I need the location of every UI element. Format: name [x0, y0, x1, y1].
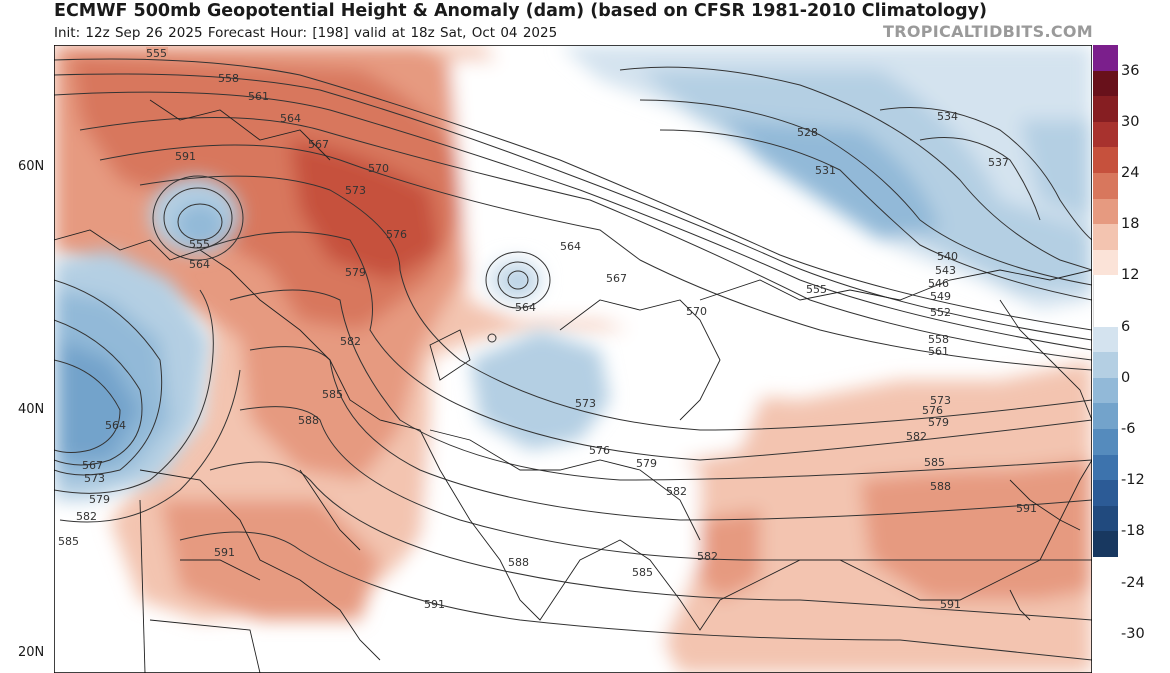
- svg-text:576: 576: [386, 228, 407, 241]
- svg-text:564: 564: [560, 240, 581, 253]
- svg-text:564: 564: [189, 258, 210, 271]
- anomaly-shading: [54, 45, 1092, 673]
- colorbar-label: -24: [1121, 575, 1145, 591]
- colorbar-segment: [1093, 429, 1118, 456]
- colorbar-segment: [1093, 249, 1118, 276]
- svg-text:531: 531: [815, 164, 836, 177]
- colorbar-label: -12: [1121, 472, 1145, 488]
- height-contours: [54, 58, 1092, 661]
- colorbar-segment: [1093, 480, 1118, 507]
- colorbar-segment: [1093, 454, 1118, 481]
- svg-text:591: 591: [424, 598, 445, 611]
- svg-text:552: 552: [930, 306, 951, 319]
- svg-text:591: 591: [214, 546, 235, 559]
- colorbar-label: 36: [1121, 63, 1140, 79]
- svg-text:585: 585: [58, 535, 79, 548]
- svg-text:588: 588: [930, 480, 951, 493]
- svg-text:564: 564: [105, 419, 126, 432]
- contour-labels: 555 558 561 564 567 570 573 576 579 582 …: [58, 47, 1037, 611]
- svg-text:588: 588: [298, 414, 319, 427]
- colorbar-segment: [1093, 505, 1118, 532]
- svg-text:582: 582: [666, 485, 687, 498]
- svg-text:549: 549: [930, 290, 951, 303]
- colorbar-label: 24: [1121, 165, 1140, 181]
- colorbar-label: 18: [1121, 216, 1140, 232]
- svg-text:555: 555: [189, 238, 210, 251]
- svg-text:567: 567: [308, 138, 329, 151]
- svg-text:573: 573: [575, 397, 596, 410]
- svg-text:567: 567: [82, 459, 103, 472]
- svg-text:564: 564: [280, 112, 301, 125]
- svg-text:585: 585: [322, 388, 343, 401]
- svg-text:567: 567: [606, 272, 627, 285]
- svg-text:582: 582: [340, 335, 361, 348]
- colorbar-label: -18: [1121, 523, 1145, 539]
- svg-text:588: 588: [508, 556, 529, 569]
- colorbar-segment: [1093, 45, 1118, 72]
- svg-text:579: 579: [345, 266, 366, 279]
- svg-text:579: 579: [928, 416, 949, 429]
- colorbar-segment: [1093, 147, 1118, 174]
- svg-text:582: 582: [906, 430, 927, 443]
- colorbar-label: 0: [1121, 370, 1131, 386]
- lat-label-20n: 20N: [18, 645, 45, 660]
- svg-text:573: 573: [84, 472, 105, 485]
- svg-text:555: 555: [806, 283, 827, 296]
- map-title: ECMWF 500mb Geopotential Height & Anomal…: [54, 1, 988, 21]
- svg-text:573: 573: [930, 394, 951, 407]
- lat-label-40n: 40N: [18, 402, 45, 417]
- svg-text:573: 573: [345, 184, 366, 197]
- svg-text:582: 582: [76, 510, 97, 523]
- colorbar-segment: [1093, 275, 1118, 302]
- svg-text:546: 546: [928, 277, 949, 290]
- height-anomaly-map: 555 558 561 564 567 570 573 576 579 582 …: [54, 45, 1092, 673]
- svg-text:564: 564: [515, 301, 536, 314]
- svg-text:591: 591: [940, 598, 961, 611]
- lat-label-60n: 60N: [18, 159, 45, 174]
- colorbar-segment: [1093, 121, 1118, 148]
- colorbar-label: -30: [1121, 626, 1145, 642]
- colorbar-segment: [1093, 224, 1118, 251]
- watermark: TROPICALTIDBITS.COM: [883, 22, 1093, 41]
- colorbar-segment: [1093, 377, 1118, 404]
- colorbar-segment: [1093, 173, 1118, 200]
- svg-text:591: 591: [1016, 502, 1037, 515]
- svg-text:534: 534: [937, 110, 958, 123]
- map-subtitle: Init: 12z Sep 26 2025 Forecast Hour: [19…: [54, 25, 558, 41]
- colorbar-segment: [1093, 352, 1118, 379]
- svg-text:576: 576: [922, 404, 943, 417]
- svg-text:558: 558: [928, 333, 949, 346]
- colorbar-label: 12: [1121, 267, 1140, 283]
- svg-text:561: 561: [928, 345, 949, 358]
- colorbar-label: -6: [1121, 421, 1136, 437]
- colorbar-segment: [1093, 531, 1118, 558]
- svg-text:543: 543: [935, 264, 956, 277]
- svg-text:540: 540: [937, 250, 958, 263]
- svg-text:582: 582: [697, 550, 718, 563]
- svg-text:576: 576: [589, 444, 610, 457]
- svg-text:555: 555: [146, 47, 167, 60]
- colorbar-segment: [1093, 403, 1118, 430]
- svg-text:558: 558: [218, 72, 239, 85]
- svg-text:591: 591: [175, 150, 196, 163]
- colorbar-segment: [1093, 326, 1118, 353]
- colorbar-label: 30: [1121, 114, 1140, 130]
- anomaly-colorbar: [1093, 45, 1118, 673]
- colorbar-segment: [1093, 301, 1118, 328]
- svg-text:585: 585: [632, 566, 653, 579]
- svg-text:579: 579: [89, 493, 110, 506]
- svg-text:585: 585: [924, 456, 945, 469]
- svg-text:528: 528: [797, 126, 818, 139]
- svg-text:579: 579: [636, 457, 657, 470]
- colorbar-segment: [1093, 198, 1118, 225]
- svg-text:570: 570: [368, 162, 389, 175]
- svg-text:561: 561: [248, 90, 269, 103]
- colorbar-segment: [1093, 70, 1118, 97]
- svg-text:537: 537: [988, 156, 1009, 169]
- colorbar-segment: [1093, 96, 1118, 123]
- colorbar-label: 6: [1121, 319, 1131, 335]
- svg-text:570: 570: [686, 305, 707, 318]
- coastlines: [54, 99, 1092, 673]
